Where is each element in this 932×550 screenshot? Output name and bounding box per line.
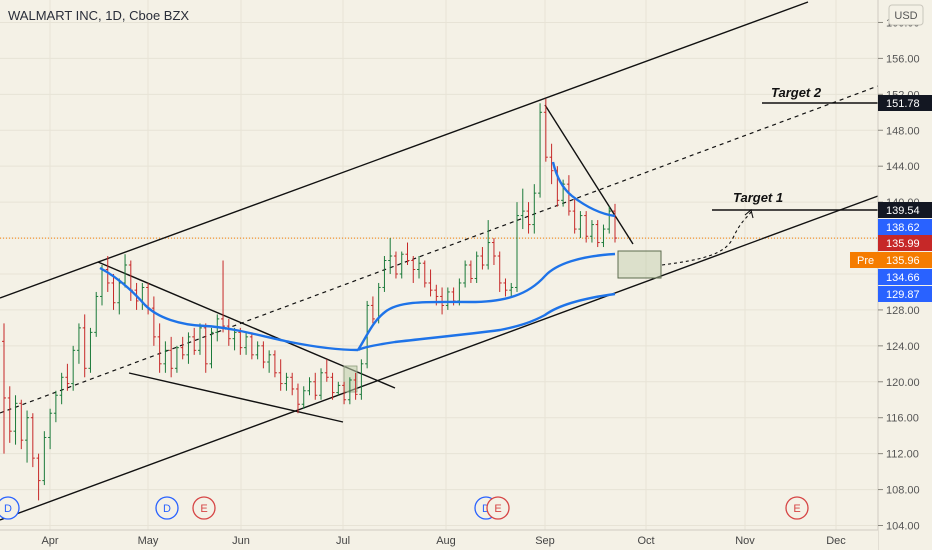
y-tick-label: 120.00	[886, 377, 920, 389]
candles	[2, 98, 617, 501]
y-tick-label: 104.00	[886, 521, 920, 533]
event-marker-label: E	[793, 503, 800, 515]
event-marker-label: E	[494, 503, 501, 515]
entry-zone-box[interactable]	[617, 250, 662, 279]
price-tag-label: 138.62	[886, 222, 920, 234]
x-tick-label: Apr	[41, 535, 58, 547]
x-tick-label: Nov	[735, 535, 755, 547]
ma-line-2	[357, 252, 616, 351]
x-tick-label: Sep	[535, 535, 555, 547]
channel-upper-line[interactable]	[0, 1, 809, 299]
event-marker-label: D	[163, 503, 171, 515]
x-tick-label: Aug	[436, 535, 456, 547]
ma-line-4	[551, 161, 616, 218]
price-tag-box	[878, 286, 932, 302]
chart-labels: Target 1 Target 2	[733, 85, 822, 205]
ma-line-3	[357, 292, 616, 352]
dividend-marker[interactable]	[0, 496, 20, 520]
earnings-marker[interactable]	[785, 496, 809, 520]
y-tick-label: 156.00	[886, 53, 920, 65]
projection-arrow-icon	[744, 209, 754, 219]
grid	[0, 0, 878, 530]
price-tags: 151.78 139.54 138.62 135.99 135.96 Pre 134.66 1…	[850, 95, 932, 302]
x-tick-label: Dec	[826, 535, 846, 547]
price-tag-box	[878, 219, 932, 235]
price-tag-label: 135.96	[886, 255, 920, 267]
target-2-label: Target 2	[771, 85, 822, 100]
x-tick-label: Oct	[637, 535, 654, 547]
y-tick-label: 112.00	[886, 449, 919, 461]
x-tick-label: Jul	[336, 535, 350, 547]
pre-market-label: Pre	[857, 255, 874, 267]
moving-average-lines	[99, 161, 616, 352]
y-tick-label: 148.00	[886, 125, 920, 137]
price-tag-label: 129.87	[886, 289, 920, 301]
price-tag-box	[878, 269, 932, 285]
projection-path[interactable]	[661, 211, 752, 266]
price-tag-box	[878, 202, 932, 218]
currency-label: USD	[894, 10, 917, 22]
breakout-zone-box[interactable]	[343, 365, 358, 393]
event-marker-label: D	[4, 503, 12, 515]
time-axis[interactable]: Apr May Jun Jul Aug Sep Oct Nov Dec	[0, 529, 878, 550]
price-tag-box	[878, 252, 932, 268]
price-tag-box	[878, 95, 932, 111]
price-tag-label: 135.99	[886, 238, 920, 250]
earnings-marker[interactable]	[192, 496, 216, 520]
time-axis-panel[interactable]	[0, 530, 878, 550]
chart-title: WALMART INC, 1D, Cboe BZX	[8, 8, 189, 23]
y-tick-label: 144.00	[886, 161, 920, 173]
pre-market-badge	[850, 252, 878, 268]
wedge-lower-line[interactable]	[128, 372, 344, 423]
ma-line-1	[99, 266, 359, 352]
x-tick-label: Jun	[232, 535, 250, 547]
event-marker-label: D	[482, 503, 490, 515]
currency-badge[interactable]	[888, 4, 924, 26]
trend-drawings[interactable]	[0, 1, 879, 521]
target-1-label: Target 1	[733, 190, 783, 205]
price-tag-label: 139.54	[886, 205, 920, 217]
price-tag-box	[878, 235, 932, 251]
event-marker-label: E	[200, 503, 207, 515]
price-tag-label: 151.78	[886, 98, 920, 110]
y-tick-label: 128.00	[886, 305, 920, 317]
dividend-marker[interactable]	[155, 496, 179, 520]
earnings-marker[interactable]	[486, 496, 510, 520]
x-tick-label: May	[138, 535, 159, 547]
y-tick-label: 116.00	[886, 413, 919, 425]
y-tick-label: 124.00	[886, 341, 920, 353]
flag-resistance-line[interactable]	[544, 104, 634, 245]
channel-lower-line[interactable]	[0, 195, 879, 521]
y-tick-label: 108.00	[886, 485, 920, 497]
price-tag-label: 134.66	[886, 272, 920, 284]
